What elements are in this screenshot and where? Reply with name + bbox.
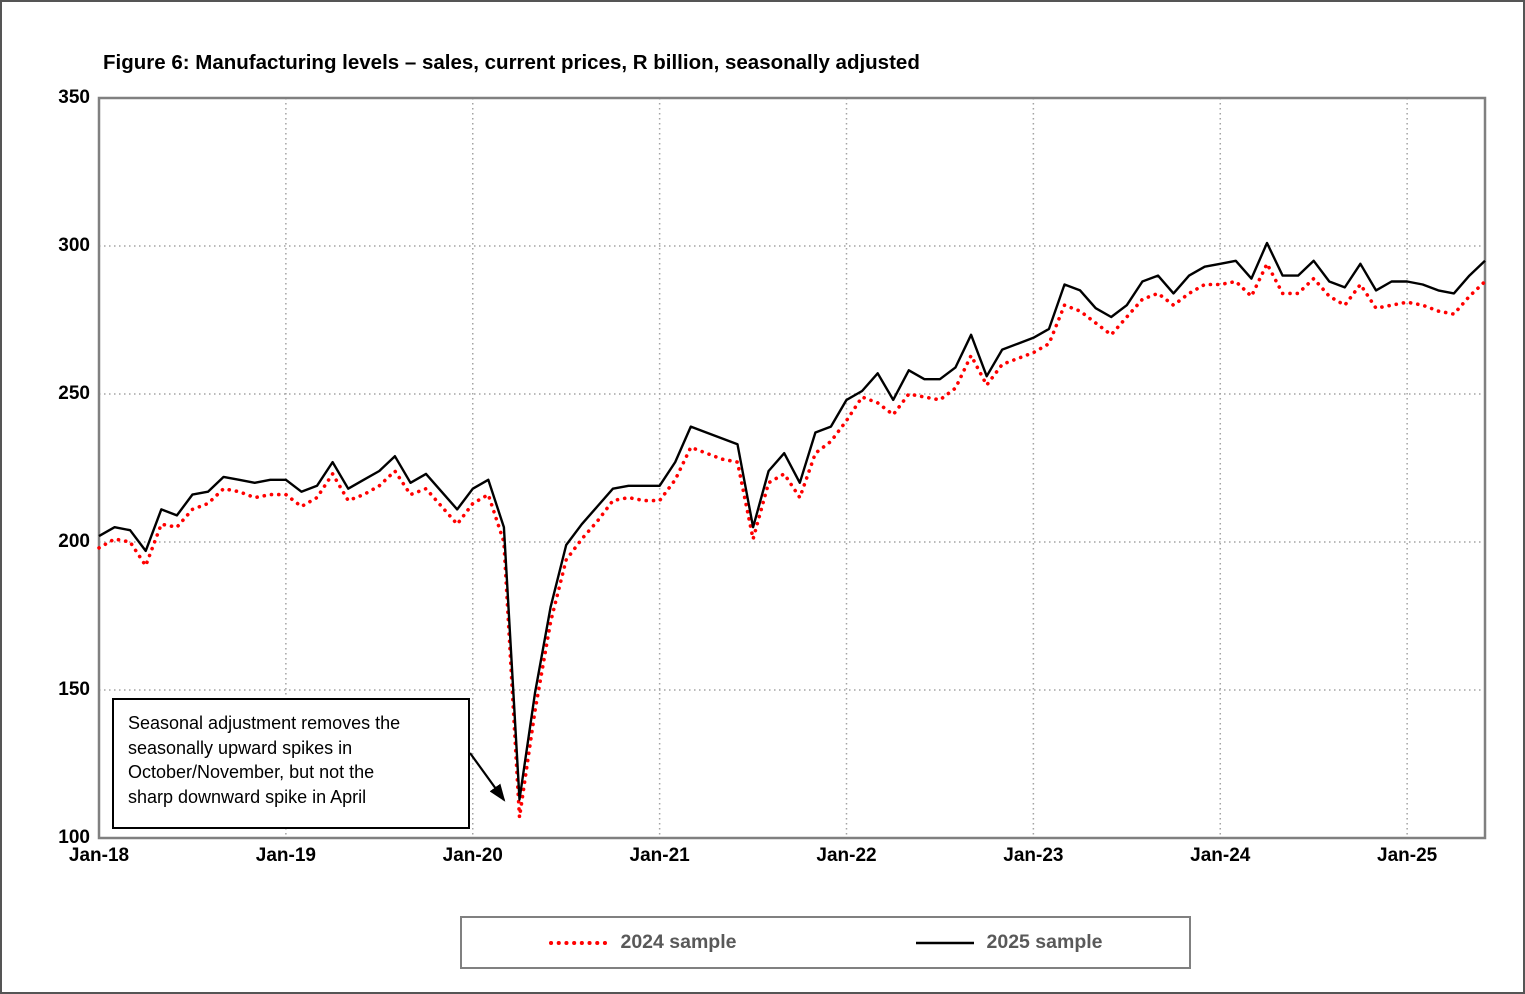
series-line-2025-sample (98, 241, 1486, 801)
annotation-line: seasonally upward spikes in (128, 737, 353, 758)
annotation-arrow (469, 752, 506, 802)
x-axis-tick-label: Jan-22 (816, 845, 877, 866)
series-line-2024-sample (97, 262, 1487, 820)
y-axis-tick-label: 100 (58, 827, 90, 848)
annotation-line: sharp downward spike in April (128, 786, 367, 807)
legend: 2024 sample 2025 sample (460, 916, 1191, 969)
legend-label: 2024 sample (620, 931, 737, 953)
annotation-box: Seasonal adjustment removes the seasonal… (112, 698, 470, 829)
x-axis-tick-label: Jan-19 (255, 845, 316, 866)
x-axis-tick-label: Jan-23 (1003, 845, 1064, 866)
x-axis-tick-label: Jan-18 (68, 845, 130, 866)
y-axis-tick-label: 300 (58, 235, 90, 256)
x-axis-tick-label: Jan-24 (1190, 845, 1251, 866)
x-axis-tick-label: Jan-25 (1377, 845, 1438, 866)
x-axis-tick-label: Jan-20 (442, 845, 503, 866)
y-axis-tick-label: 350 (58, 87, 90, 108)
y-axis-tick-label: 150 (58, 679, 90, 700)
chart-title: Figure 6: Manufacturing levels – sales, … (103, 51, 920, 74)
chart-canvas (97, 96, 1487, 840)
y-axis-tick-label: 250 (58, 383, 90, 404)
solid-line-icon (915, 941, 974, 944)
legend-item-2024-sample: 2024 sample (548, 931, 737, 954)
dotted-line-icon (549, 940, 608, 945)
legend-label: 2025 sample (986, 931, 1103, 953)
plot-area (97, 96, 1487, 840)
x-axis-tick-label: Jan-21 (629, 845, 690, 866)
annotation-line: October/November, but not the (128, 762, 375, 782)
plot-border (97, 96, 1487, 840)
legend-item-2025-sample: 2025 sample (915, 931, 1103, 954)
y-axis-tick-label: 200 (58, 531, 90, 552)
annotation-line: Seasonal adjustment removes the (128, 713, 401, 733)
